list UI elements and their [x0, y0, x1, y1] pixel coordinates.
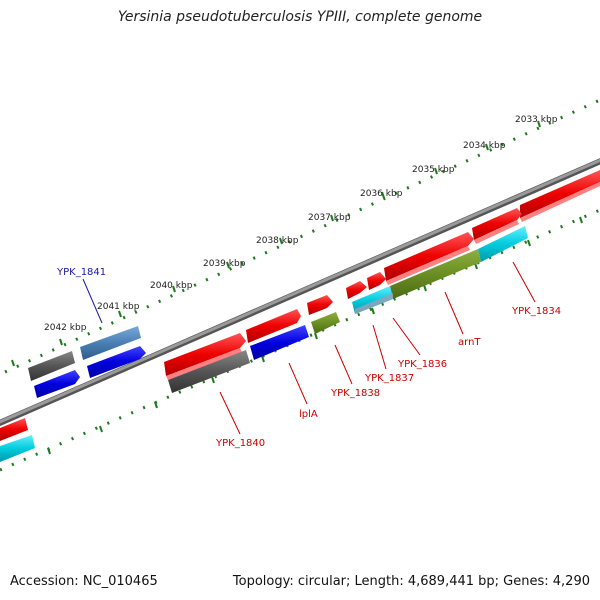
- feature-cyan-block[interactable]: [352, 226, 528, 314]
- feature-YPK_1836-block[interactable]: [384, 232, 474, 285]
- feature-lplA-block[interactable]: [250, 325, 309, 360]
- label-lplA: lplA: [299, 409, 318, 420]
- label-YPK_1836: YPK_1836: [397, 359, 447, 370]
- kbp-label-2041: 2041 kbp: [97, 302, 140, 312]
- feature-YPK_1835[interactable]: [472, 208, 522, 244]
- feature-YPK_1838-block[interactable]: [307, 295, 340, 334]
- feature-arnT-block[interactable]: [390, 249, 481, 299]
- kbp-label-2042: 2042 kbp: [44, 323, 87, 333]
- label-YPK_1841: YPK_1841: [56, 267, 106, 278]
- kbp-label-2037: 2037 kbp: [308, 213, 351, 223]
- label-YPK_1838: YPK_1838: [330, 388, 380, 399]
- label-YPK_1834: YPK_1834: [511, 306, 561, 317]
- accession-text: Accession: NC_010465: [10, 574, 158, 589]
- kbp-label-2035: 2035 kbp: [412, 165, 455, 175]
- feature-YPK_1841-block[interactable]: [80, 326, 146, 378]
- kbp-label-2038: 2038 kbp: [256, 236, 299, 246]
- label-leaders: [82, 261, 536, 435]
- feature-left-block[interactable]: [28, 351, 80, 398]
- topology-text: Topology: circular; Length: 4,689,441 bp…: [232, 574, 590, 589]
- outer-major-ticks: [11, 120, 541, 367]
- kbp-label-2033: 2033 kbp: [515, 115, 558, 125]
- feature-YPK_1837-block[interactable]: [346, 272, 386, 299]
- kbp-label-2036: 2036 kbp: [360, 189, 403, 199]
- kbp-label-2040: 2040 kbp: [150, 281, 193, 291]
- feature-red-mid[interactable]: [164, 309, 301, 380]
- genome-title: Yersinia pseudotuberculosis YPIII, compl…: [117, 9, 483, 25]
- kbp-labels: 2033 kbp 2034 kbp 2035 kbp 2036 kbp 2037…: [44, 115, 558, 333]
- outer-scale: [4, 98, 600, 374]
- label-arnT: arnT: [458, 337, 481, 348]
- feature-YPK_1840-block[interactable]: [168, 350, 250, 393]
- label-YPK_1840: YPK_1840: [215, 438, 265, 449]
- label-YPK_1837: YPK_1837: [364, 373, 414, 384]
- feature-far-left[interactable]: [0, 418, 35, 462]
- genome-backbone: [0, 158, 600, 427]
- kbp-label-2034: 2034 kbp: [463, 141, 506, 151]
- gene-labels: YPK_1834 arnT YPK_1836 YPK_1837 YPK_1838…: [56, 267, 561, 449]
- feature-YPK_1834[interactable]: [520, 170, 600, 222]
- kbp-label-2039: 2039 kbp: [203, 259, 246, 269]
- feature-track-upper: [0, 170, 600, 462]
